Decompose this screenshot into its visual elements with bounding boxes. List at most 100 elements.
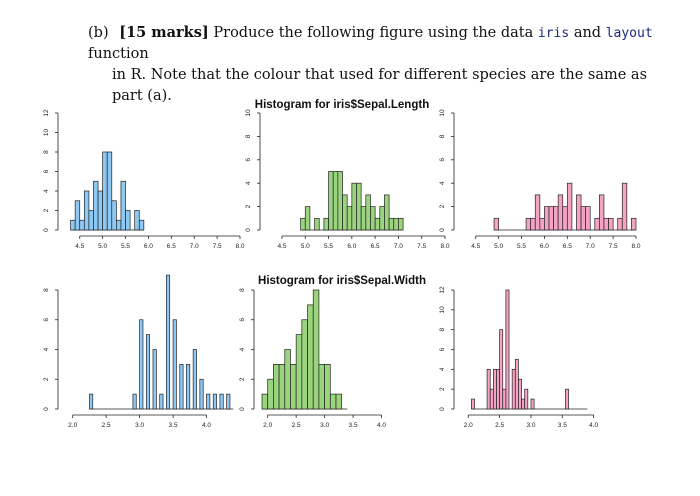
histogram-bar <box>566 182 573 231</box>
histogram-bar <box>471 398 475 410</box>
x-tick-label: 3.5 <box>349 422 358 429</box>
y-tick-label: 8 <box>239 288 246 292</box>
x-tick-label: 8.0 <box>235 243 244 250</box>
histogram-bar <box>562 206 568 231</box>
x-tick-label: 6.0 <box>347 243 356 250</box>
histogram-bar <box>111 200 117 231</box>
y-tick-label: 10 <box>245 109 252 117</box>
chart-title: Histogram for iris$Sepal.Width <box>258 275 426 287</box>
y-tick-label: 8 <box>439 327 446 331</box>
histogram-bar <box>599 194 605 231</box>
histogram-bar <box>346 206 353 231</box>
x-tick-label: 3.0 <box>320 422 329 429</box>
histogram-bar <box>496 368 500 410</box>
histogram-bar <box>398 217 404 231</box>
y-tick-label: 0 <box>239 407 246 411</box>
x-tick-label: 7.5 <box>213 243 222 250</box>
histogram-bar <box>116 219 122 231</box>
histogram-bar <box>120 180 126 231</box>
y-tick-label: 0 <box>43 407 50 411</box>
x-tick-label: 2.5 <box>292 422 301 429</box>
histogram-bar <box>290 364 297 410</box>
histogram-bar <box>603 217 609 231</box>
histogram-bar <box>553 206 559 231</box>
histogram-bar <box>318 364 325 410</box>
histogram-bar <box>301 319 308 410</box>
x-tick-label: 5.5 <box>121 243 130 250</box>
question-and: and <box>573 25 602 41</box>
histogram-bar <box>585 206 591 231</box>
question-function: function <box>88 46 149 62</box>
x-tick-label: 2.5 <box>495 422 504 429</box>
histogram-bar <box>539 217 545 231</box>
histogram-bar <box>324 364 331 410</box>
histogram-bar <box>304 206 311 231</box>
histogram-panel-4: 2.0 2.5 3.0 3.5 4.0 0 2 4 6 8 <box>43 274 234 429</box>
histogram-bar <box>278 364 286 410</box>
histogram-bar <box>106 151 113 231</box>
histogram-bar <box>617 217 623 231</box>
histogram-bar <box>534 194 541 231</box>
histogram-bar <box>267 378 274 410</box>
histogram-bar <box>138 219 145 231</box>
question-line2: in R. Note that the colour that used for… <box>112 67 648 104</box>
x-tick-label: 3.0 <box>135 422 144 429</box>
x-tick-label: 4.5 <box>75 243 84 250</box>
code-layout: layout <box>605 26 653 41</box>
x-tick-label: 7.0 <box>190 243 199 250</box>
histogram-bar <box>524 388 529 410</box>
histogram-bar <box>323 217 329 231</box>
histogram-panel-3: 4.5 5.0 5.5 6.0 6.5 7.0 7.5 8.0 0 2 4 6 8 10 <box>439 109 641 250</box>
y-tick-label: 0 <box>439 407 446 411</box>
x-tick-label: 6.0 <box>144 243 153 250</box>
y-tick-label: 12 <box>43 109 50 117</box>
histogram-bar <box>132 393 137 410</box>
histogram-bar <box>206 393 211 410</box>
histogram-bar <box>580 206 586 231</box>
x-tick-label: 7.0 <box>586 243 595 250</box>
histogram-panel-5: Histogram for iris$Sepal.Width 2.0 2.5 3.0 3… <box>239 275 426 429</box>
x-tick-label: 6.0 <box>540 243 549 250</box>
histogram-bar <box>186 364 191 410</box>
y-tick-label: 2 <box>439 387 446 391</box>
histogram-bar <box>159 393 164 410</box>
histogram-panel-2: Histogram for iris$Sepal.Length 4.5 5.0 5.5… <box>245 99 450 250</box>
x-tick-label: 6.5 <box>371 243 380 250</box>
histogram-bar <box>199 378 204 410</box>
y-tick-label: 8 <box>245 134 252 138</box>
histogram-bar <box>511 368 516 410</box>
chart-title: Histogram for iris$Sepal.Length <box>255 99 429 111</box>
histogram-bar <box>212 393 217 410</box>
histogram-bar <box>631 217 637 231</box>
histogram-bar <box>328 171 334 231</box>
code-iris: iris <box>537 26 570 41</box>
y-tick-label: 2 <box>239 377 246 381</box>
x-tick-label: 2.0 <box>263 422 272 429</box>
histogram-bar <box>557 194 564 231</box>
histogram-bar <box>261 393 269 410</box>
histogram-bar <box>134 210 140 231</box>
histogram-bar <box>166 274 171 410</box>
y-tick-label: 2 <box>43 208 50 212</box>
histogram-bar <box>365 194 371 231</box>
histogram-bar <box>74 200 81 231</box>
y-tick-label: 4 <box>439 367 446 371</box>
histogram-bar <box>544 206 550 231</box>
histogram-bar <box>360 206 367 231</box>
question-number: (b) <box>88 25 109 41</box>
histogram-bar <box>530 217 536 231</box>
histogram-bar <box>88 210 94 231</box>
x-tick-label: 4.5 <box>471 243 480 250</box>
histogram-bar <box>145 334 151 410</box>
y-tick-label: 2 <box>439 204 446 208</box>
histogram-bar <box>332 171 339 231</box>
histogram-bar <box>384 194 390 231</box>
histogram-bar <box>284 349 291 410</box>
histogram-panel-1: 4.5 5.0 5.5 6.0 6.5 7.0 7.5 8.0 0 2 4 6 8 10 12 <box>43 109 245 250</box>
x-tick-label: 3.0 <box>526 422 535 429</box>
x-tick-label: 7.5 <box>609 243 618 250</box>
histogram-bar <box>219 393 224 410</box>
question-text: (b) [15 marks] Produce the following fig… <box>88 22 678 107</box>
y-tick-label: 0 <box>439 228 446 232</box>
histogram-bar <box>89 393 94 410</box>
